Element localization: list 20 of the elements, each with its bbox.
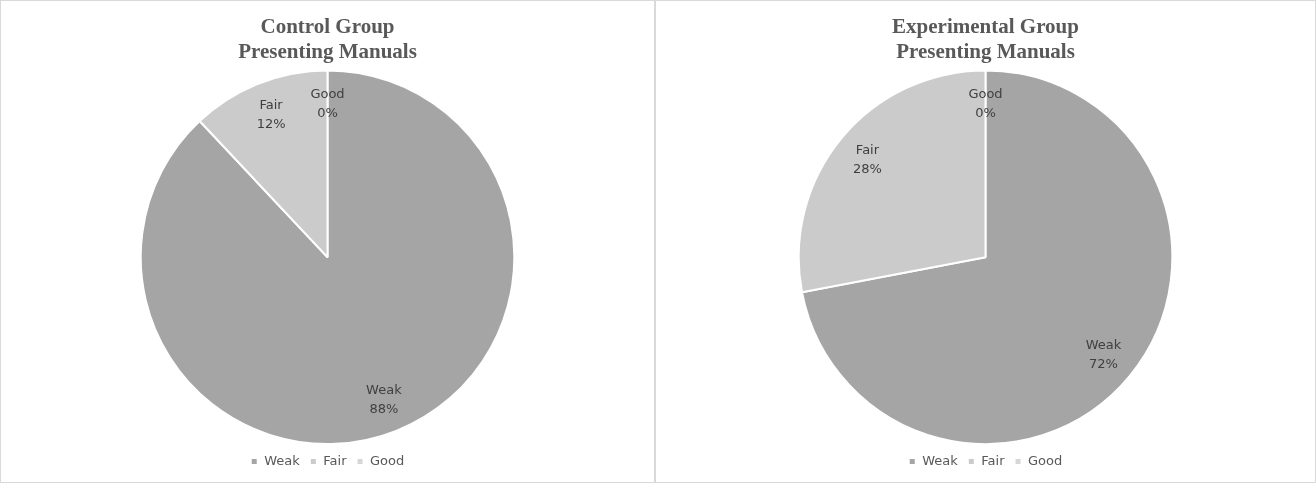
chart-title: Control Group Presenting Manuals bbox=[238, 14, 417, 64]
slice-label: Fair bbox=[855, 141, 880, 157]
legend-label: Good bbox=[370, 452, 405, 468]
legend-label: Weak bbox=[264, 452, 301, 468]
category-label: Good bbox=[310, 86, 345, 102]
data-label: 72% bbox=[1089, 356, 1118, 372]
slice-label: Weak bbox=[366, 381, 403, 397]
data-label: 12% bbox=[256, 116, 286, 132]
text: 0% bbox=[317, 105, 338, 121]
category-label: Good bbox=[968, 86, 1003, 102]
text: 0% bbox=[975, 105, 996, 121]
slice-label: Fair bbox=[259, 97, 284, 113]
data-label: 28% bbox=[853, 160, 882, 176]
legend-label: Weak bbox=[922, 452, 959, 468]
legend-label: Fair bbox=[323, 452, 348, 468]
chart-title: Experimental Group Presenting Manuals bbox=[892, 14, 1079, 64]
legend-label: Fair bbox=[981, 452, 1006, 468]
slice-label: Weak bbox=[1085, 337, 1122, 353]
legend-label: Good bbox=[1028, 452, 1063, 468]
data-label: 88% bbox=[369, 400, 399, 416]
